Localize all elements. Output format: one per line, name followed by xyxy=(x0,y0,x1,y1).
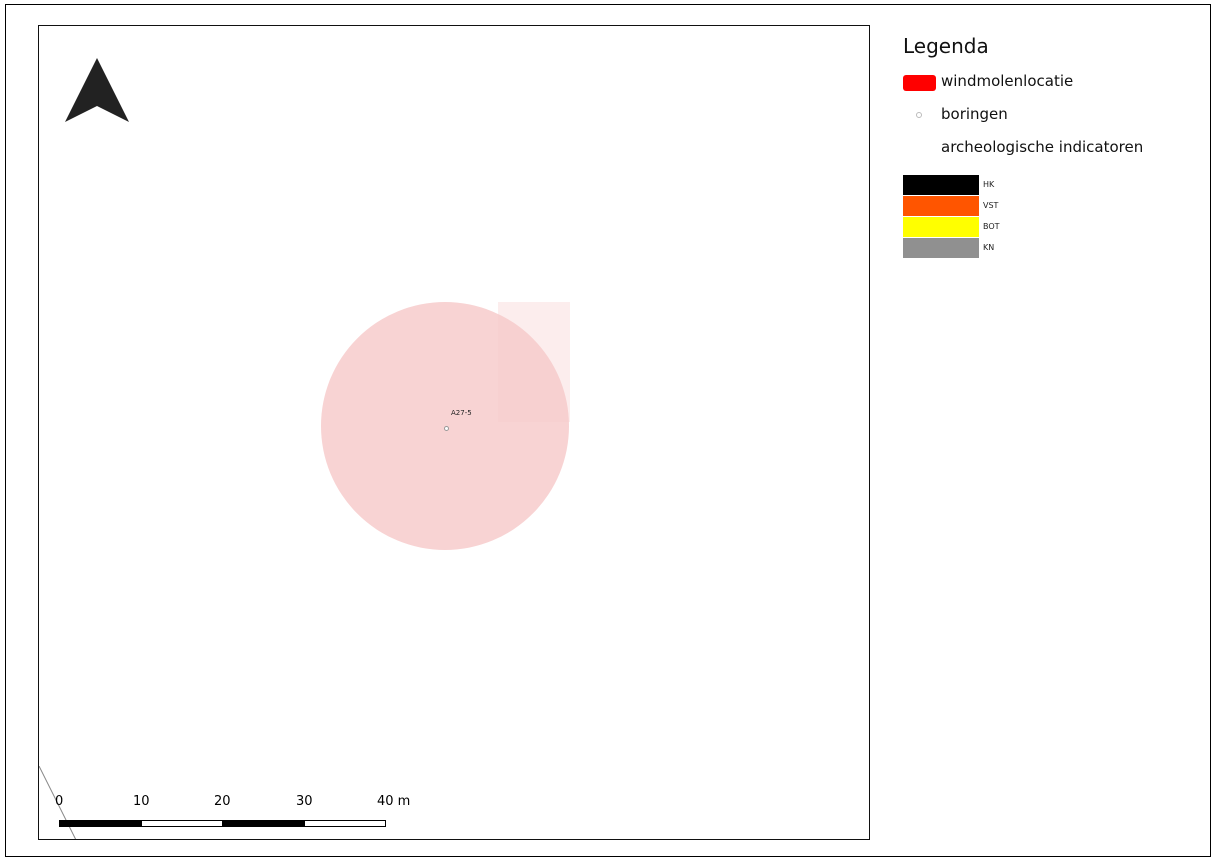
scale-segment xyxy=(59,820,142,827)
indicator-swatch-bot xyxy=(903,217,979,237)
north-arrow-icon xyxy=(65,58,129,122)
indicator-label-bot: BOT xyxy=(983,222,1000,231)
buffer-shade xyxy=(498,302,570,422)
scale-tick-30: 30 xyxy=(296,794,313,809)
legend-label: archeologische indicatoren xyxy=(941,138,1144,156)
boring-label: A27-5 xyxy=(451,409,472,417)
scale-tick-0: 0 xyxy=(55,794,64,809)
map-canvas[interactable]: A27-5 0 10 20 30 40 m xyxy=(38,25,870,840)
legend-label: windmolenlocatie xyxy=(941,72,1074,90)
indicator-swatch-vst xyxy=(903,196,979,216)
layout-frame xyxy=(5,4,1211,857)
indicator-label-vst: VST xyxy=(983,201,999,210)
parcel-line xyxy=(39,766,77,839)
windmill-swatch-icon xyxy=(903,75,936,91)
indicator-swatch-hk xyxy=(903,175,979,195)
scale-segment xyxy=(304,820,386,827)
scale-tick-40: 40 m xyxy=(377,794,411,809)
indicator-swatch-kn xyxy=(903,238,979,258)
legend-title: Legenda xyxy=(903,34,989,58)
indicator-label-hk: HK xyxy=(983,180,995,189)
boring-point-icon[interactable] xyxy=(444,426,449,431)
small-circle-icon xyxy=(916,112,922,118)
scale-tick-10: 10 xyxy=(133,794,150,809)
legend-label: boringen xyxy=(941,105,1008,123)
scale-tick-20: 20 xyxy=(214,794,231,809)
scale-segment xyxy=(222,820,305,827)
scale-segment xyxy=(141,820,223,827)
indicator-label-kn: KN xyxy=(983,243,995,252)
